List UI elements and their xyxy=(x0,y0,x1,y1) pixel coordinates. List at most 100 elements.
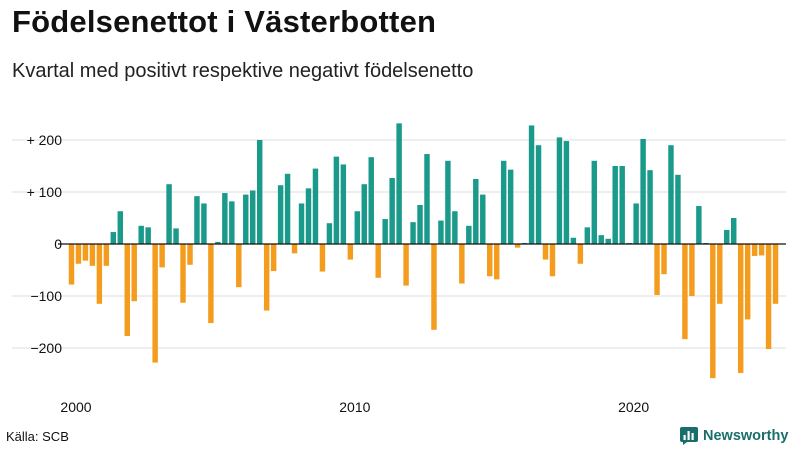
brand-logo[interactable]: Newsworthy xyxy=(680,427,788,445)
bar-positive xyxy=(229,201,235,244)
bar-positive xyxy=(535,145,542,244)
bar-negative xyxy=(682,244,688,340)
bar-positive xyxy=(333,156,340,244)
brand-name: Newsworthy xyxy=(703,428,789,444)
bar-negative xyxy=(68,244,75,285)
bar-positive xyxy=(570,237,577,244)
bar-positive xyxy=(298,203,305,244)
bar-positive xyxy=(284,173,291,244)
bar-negative xyxy=(152,244,158,363)
bar-positive xyxy=(215,241,221,244)
bar-positive xyxy=(340,164,347,244)
bar-positive xyxy=(368,157,374,244)
bar-positive xyxy=(326,223,333,244)
y-tick-label: −100 xyxy=(30,288,62,304)
bar-positive xyxy=(612,166,618,244)
grid-lines xyxy=(12,139,786,349)
bar-positive xyxy=(445,160,451,244)
bar-positive xyxy=(138,225,144,244)
bar-positive xyxy=(605,238,611,244)
bar-negative xyxy=(689,244,695,296)
y-tick-label: + 100 xyxy=(27,184,63,200)
bar-positive xyxy=(598,235,604,244)
bar-negative xyxy=(375,244,381,278)
bar-negative xyxy=(103,244,110,266)
bar-negative xyxy=(737,244,744,373)
bar-negative xyxy=(131,244,137,302)
bar-positive xyxy=(194,196,200,244)
bar-positive xyxy=(396,123,402,244)
bar-negative xyxy=(459,244,465,284)
y-tick-label: + 200 xyxy=(27,132,63,148)
bar-negative xyxy=(487,244,493,277)
bar-negative xyxy=(347,244,354,260)
bar-positive xyxy=(633,203,639,244)
bar-positive xyxy=(466,225,472,244)
x-tick-label: 2000 xyxy=(60,399,91,415)
bar-negative xyxy=(654,244,660,295)
bar-positive xyxy=(591,160,598,244)
bar-positive xyxy=(201,203,207,244)
bar-positive xyxy=(563,141,570,244)
bar-negative xyxy=(758,244,765,256)
x-axis-ticks: 2000 2010 2020 xyxy=(60,399,649,415)
bar-positive xyxy=(640,138,646,244)
bar-negative xyxy=(542,244,549,260)
bar-positive xyxy=(675,174,681,244)
bar-negative xyxy=(577,244,584,264)
bar-positive xyxy=(424,154,430,244)
x-tick-label: 2020 xyxy=(618,399,649,415)
bar-positive xyxy=(312,168,319,244)
bar-positive xyxy=(243,194,249,244)
bar-negative xyxy=(82,244,89,261)
bar-positive xyxy=(619,166,625,244)
newsworthy-logo-icon xyxy=(680,427,698,445)
x-tick-label: 2010 xyxy=(339,399,370,415)
chart-title: Födelsenettot i Västerbotten xyxy=(12,4,437,39)
bar-negative xyxy=(710,244,716,379)
bar-positive xyxy=(473,179,479,244)
chart-subtitle: Kvartal med positivt respektive negativt… xyxy=(12,60,474,82)
bar-positive xyxy=(438,220,444,244)
bars xyxy=(68,123,779,379)
bar-positive xyxy=(452,211,458,244)
bar-positive xyxy=(724,229,730,244)
bar-negative xyxy=(514,244,521,248)
bar-negative xyxy=(319,244,326,272)
bar-positive xyxy=(166,184,172,244)
bar-negative xyxy=(772,244,779,304)
bar-positive xyxy=(382,219,388,244)
bar-negative xyxy=(208,244,214,324)
bar-negative xyxy=(89,244,96,266)
bar-negative xyxy=(96,244,103,304)
bar-positive xyxy=(110,232,117,244)
bar-positive xyxy=(696,206,702,244)
bar-negative xyxy=(159,244,165,268)
bar-negative xyxy=(751,244,758,256)
bar-negative xyxy=(493,244,500,280)
bar-negative xyxy=(124,244,130,337)
bar-positive xyxy=(222,193,228,244)
y-tick-label: −200 xyxy=(30,340,62,356)
bar-positive xyxy=(145,227,151,244)
bar-negative xyxy=(236,244,242,288)
bar-positive xyxy=(354,211,361,244)
bar-positive xyxy=(731,218,737,244)
source-note: Källa: SCB xyxy=(6,429,69,444)
bar-negative xyxy=(270,244,277,272)
bar-positive xyxy=(417,205,423,244)
bar-positive xyxy=(528,125,535,244)
bar-negative xyxy=(717,244,723,304)
bar-negative xyxy=(549,244,556,277)
bar-negative xyxy=(291,244,298,254)
bar-positive xyxy=(389,177,395,244)
bar-positive xyxy=(277,185,284,244)
bar-positive xyxy=(256,140,263,244)
bar-negative xyxy=(744,244,751,320)
bar-negative xyxy=(180,244,186,303)
bar-positive xyxy=(556,137,563,244)
bar-positive xyxy=(117,211,123,244)
bar-negative xyxy=(765,244,772,350)
bar-positive xyxy=(668,145,674,244)
